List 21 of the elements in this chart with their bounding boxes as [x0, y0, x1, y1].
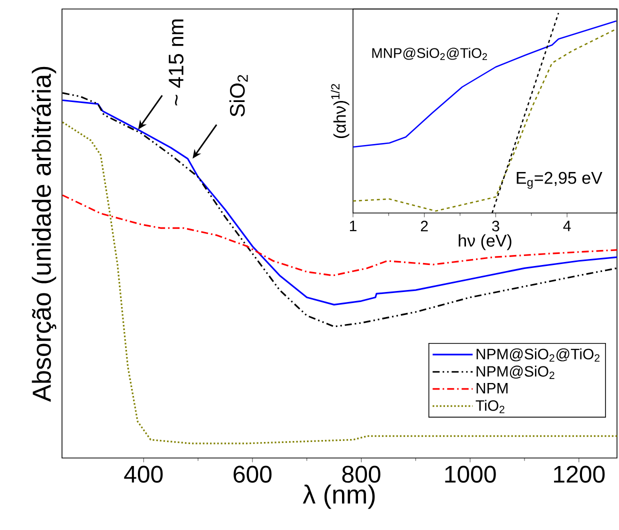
y-axis-title: Absorção (unidade arbitrária): [32, 66, 56, 402]
legend-label: NPM: [476, 383, 508, 394]
x-tick-label: 1200: [554, 466, 605, 483]
y-axis-title: (αhν)$^{1/2}$: [330, 84, 350, 138]
x-tick-label: 1: [350, 220, 356, 232]
x-tick-label: 1000: [445, 466, 496, 483]
annotation: ~ 415 nm: [168, 20, 184, 106]
x-tick-label: 400: [124, 466, 163, 483]
x-tick-label: 2: [420, 220, 428, 232]
x-tick-label: 800: [342, 466, 380, 483]
x-axis-title: hν (eV): [458, 234, 512, 250]
x-axis-title: λ (nm): [302, 484, 375, 509]
legend-label: NPM@SiO$_{2}$@TiO$_{2}$: [476, 348, 600, 362]
x-tick-label: 600: [234, 466, 272, 483]
x-tick-label: 3: [492, 220, 500, 232]
annotation: MNP@SiO$_{2}$@TiO$_{2}$: [372, 48, 487, 60]
legend-label: TiO$_{2}$: [476, 400, 504, 414]
legend-label: NPM@SiO$_{2}$: [476, 366, 554, 379]
annotation: SiO$_{2}$: [229, 75, 248, 117]
x-tick-label: 4: [563, 220, 571, 232]
annotation: E$_{g}$=2,95 eV: [516, 172, 602, 189]
